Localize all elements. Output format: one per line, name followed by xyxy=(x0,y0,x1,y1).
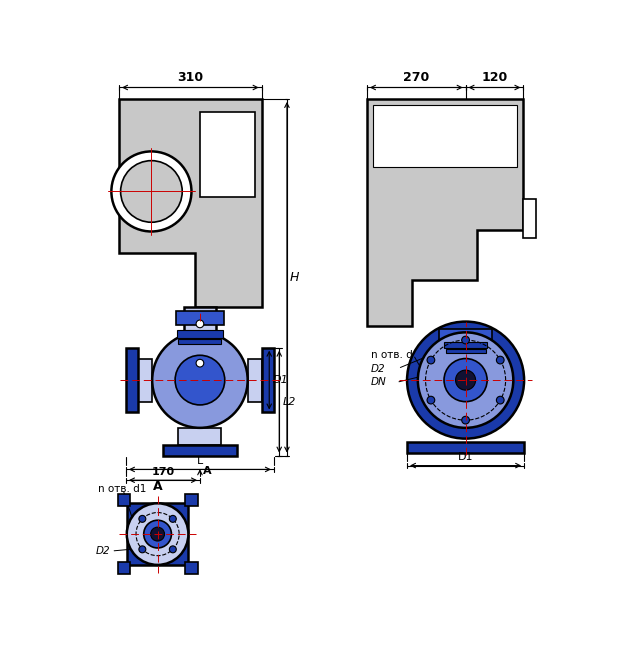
Circle shape xyxy=(427,356,435,364)
Text: 120: 120 xyxy=(482,71,507,84)
Text: 310: 310 xyxy=(177,71,204,84)
Bar xyxy=(176,311,224,325)
Circle shape xyxy=(407,322,524,439)
Text: L2: L2 xyxy=(283,396,296,407)
Polygon shape xyxy=(119,99,262,307)
Text: n отв. d: n отв. d xyxy=(371,350,413,360)
Bar xyxy=(449,327,482,345)
Bar xyxy=(373,105,517,167)
Circle shape xyxy=(169,515,176,522)
Circle shape xyxy=(127,503,188,565)
Bar xyxy=(444,342,487,348)
Bar xyxy=(446,349,485,353)
Text: 270: 270 xyxy=(403,71,429,84)
Bar xyxy=(439,329,492,341)
Circle shape xyxy=(418,332,513,428)
Bar xyxy=(447,345,484,356)
Text: A: A xyxy=(203,466,212,476)
Circle shape xyxy=(456,370,476,390)
Circle shape xyxy=(462,416,470,424)
Text: H: H xyxy=(290,271,300,284)
Bar xyxy=(138,358,152,402)
Bar xyxy=(127,503,188,565)
Text: DN: DN xyxy=(371,378,387,388)
Circle shape xyxy=(152,332,248,428)
Bar xyxy=(118,494,130,506)
Circle shape xyxy=(121,161,182,222)
Circle shape xyxy=(496,396,504,404)
Bar xyxy=(523,199,536,237)
Bar xyxy=(185,562,198,574)
Circle shape xyxy=(196,320,204,328)
Bar xyxy=(163,445,237,456)
Circle shape xyxy=(139,515,146,522)
Bar xyxy=(178,428,221,445)
Bar xyxy=(184,307,216,338)
Bar xyxy=(248,358,262,402)
Text: D2: D2 xyxy=(96,546,111,556)
Circle shape xyxy=(462,336,470,344)
Text: D2: D2 xyxy=(371,364,386,374)
Text: D1: D1 xyxy=(458,452,473,462)
Bar xyxy=(407,442,524,454)
Polygon shape xyxy=(367,99,523,327)
Text: D1: D1 xyxy=(272,375,288,385)
Bar xyxy=(178,339,221,344)
Circle shape xyxy=(111,152,191,231)
Circle shape xyxy=(427,396,435,404)
Bar xyxy=(118,562,130,574)
Bar xyxy=(200,112,255,197)
Text: 170: 170 xyxy=(152,467,174,477)
Circle shape xyxy=(175,355,225,405)
Circle shape xyxy=(143,520,171,548)
Bar xyxy=(177,330,223,338)
Circle shape xyxy=(496,356,504,364)
Circle shape xyxy=(444,358,487,402)
Circle shape xyxy=(139,546,146,553)
Bar xyxy=(185,494,198,506)
Bar xyxy=(126,348,138,412)
Text: n отв. d1: n отв. d1 xyxy=(97,484,146,495)
Text: L: L xyxy=(197,456,203,466)
Text: A: A xyxy=(153,479,162,493)
Bar xyxy=(262,348,274,412)
Circle shape xyxy=(196,359,204,367)
Circle shape xyxy=(150,527,164,541)
Circle shape xyxy=(169,546,176,553)
